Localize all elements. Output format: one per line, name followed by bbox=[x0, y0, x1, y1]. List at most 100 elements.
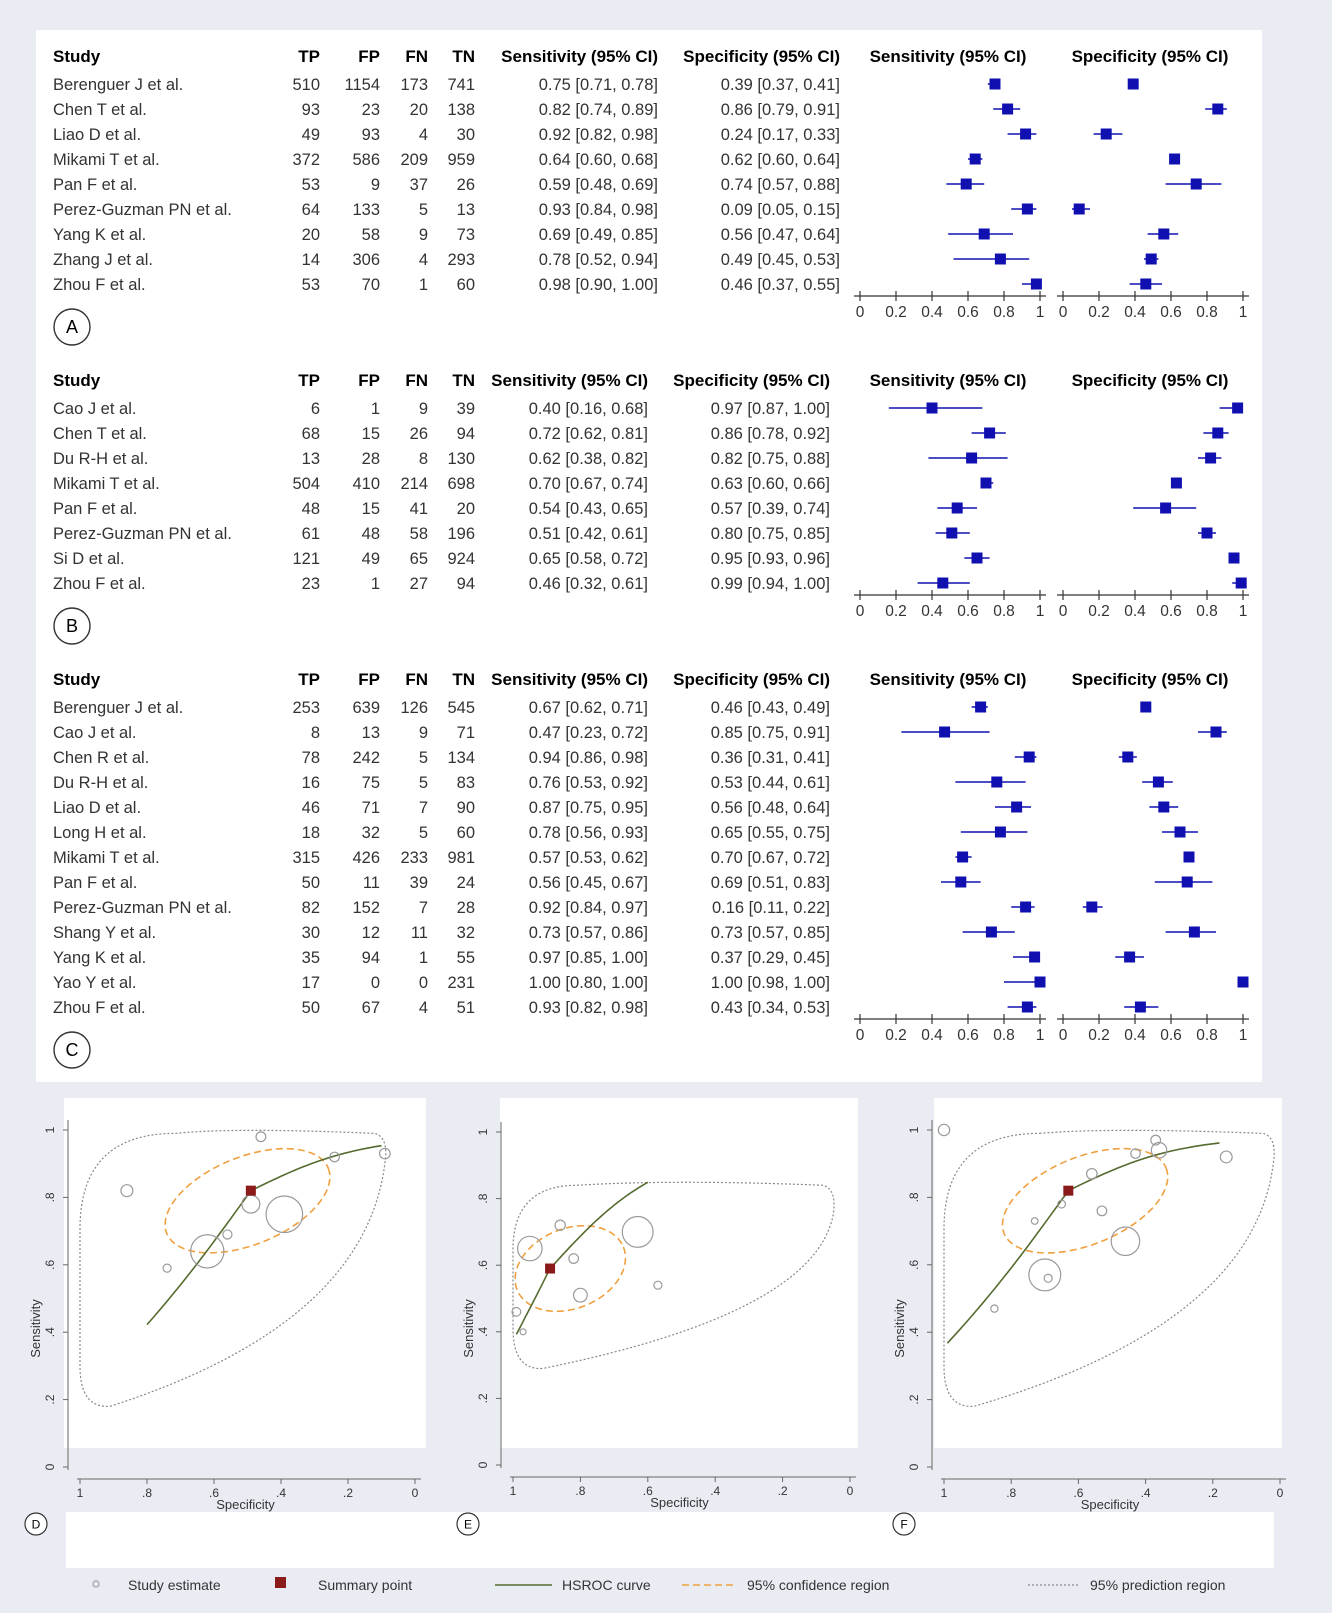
cell-tp: 18 bbox=[302, 824, 320, 842]
sens-point bbox=[926, 402, 938, 414]
cell-specificity: 0.97 [0.87, 1.00] bbox=[711, 400, 830, 418]
study-name: Perez-Guzman PN et al. bbox=[53, 525, 232, 543]
sens-axis-tick-label: 1 bbox=[1036, 1027, 1045, 1044]
spec-point bbox=[1188, 926, 1200, 938]
cell-tp: 121 bbox=[292, 550, 320, 568]
cell-fp: 11 bbox=[363, 874, 380, 892]
sens-axis-tick-label: 0.6 bbox=[957, 304, 979, 321]
spec-point bbox=[1169, 153, 1181, 165]
sroc-panel-f: 0 .2 .4 .6 .8 1 1 .8 .6 .4 .2 0 Specificity Sensitivi… bbox=[892, 1120, 1286, 1536]
cell-fn: 5 bbox=[419, 824, 428, 842]
confidence-region bbox=[164, 1147, 331, 1254]
sens-point bbox=[984, 427, 996, 439]
prediction-region bbox=[512, 1181, 835, 1370]
cell-sensitivity: 0.93 [0.84, 0.98] bbox=[539, 201, 658, 219]
sens-point bbox=[966, 452, 978, 464]
sens-point bbox=[980, 477, 992, 489]
cell-specificity: 1.00 [0.98, 1.00] bbox=[711, 974, 830, 992]
cell-specificity: 0.80 [0.75, 0.85] bbox=[711, 525, 830, 543]
spec-point bbox=[1124, 951, 1136, 963]
cell-specificity: 0.57 [0.39, 0.74] bbox=[711, 500, 830, 518]
cell-tp: 14 bbox=[302, 251, 320, 269]
y-axis-label: Sensitivity bbox=[461, 1299, 476, 1358]
x-axis-label: Specificity bbox=[216, 1497, 275, 1512]
y-tick-label: .8 bbox=[43, 1192, 57, 1202]
cell-tn: 545 bbox=[447, 699, 475, 717]
legend-summary-point-label: Summary point bbox=[318, 1577, 412, 1593]
cell-fn: 209 bbox=[400, 151, 428, 169]
sens-point bbox=[1002, 103, 1014, 115]
cell-tn: 196 bbox=[447, 525, 475, 543]
spec-point bbox=[1158, 801, 1170, 813]
sens-axis-tick-label: 0.8 bbox=[993, 1027, 1015, 1044]
cell-specificity: 0.62 [0.60, 0.64] bbox=[721, 151, 840, 169]
legend-card bbox=[66, 1512, 1274, 1568]
spec-point bbox=[1100, 128, 1112, 140]
cell-sensitivity: 0.69 [0.49, 0.85] bbox=[539, 226, 658, 244]
sens-axis-tick-label: 0.4 bbox=[921, 1027, 943, 1044]
x-tick-label: 0 bbox=[1277, 1486, 1284, 1500]
spec-axis-tick-label: 0.4 bbox=[1124, 1027, 1146, 1044]
cell-fp: 28 bbox=[362, 450, 380, 468]
x-tick-label: 1 bbox=[77, 1486, 84, 1500]
cell-sensitivity: 0.92 [0.84, 0.97] bbox=[529, 899, 648, 917]
spec-axis-tick-label: 0.6 bbox=[1160, 304, 1182, 321]
table-row: Zhou F et al. 50 67 4 51 0.93 [0.82, 0.98] 0.4… bbox=[53, 999, 1159, 1017]
header-study: Study bbox=[53, 670, 101, 689]
header-specificity-plot: Specificity (95% CI) bbox=[1072, 371, 1229, 390]
cell-fp: 13 bbox=[362, 724, 380, 742]
sens-axis-tick-label: 1 bbox=[1036, 603, 1045, 620]
sens-axis-tick-label: 0.4 bbox=[921, 603, 943, 620]
study-estimate bbox=[190, 1234, 225, 1269]
x-tick-label: .6 bbox=[1073, 1486, 1083, 1500]
sens-point bbox=[975, 701, 987, 713]
cell-sensitivity: 0.76 [0.53, 0.92] bbox=[529, 774, 648, 792]
cell-specificity: 0.74 [0.57, 0.88] bbox=[721, 176, 840, 194]
sens-point bbox=[1030, 278, 1042, 290]
study-name: Si D et al. bbox=[53, 550, 125, 568]
cell-tp: 61 bbox=[302, 525, 320, 543]
spec-point bbox=[1212, 103, 1224, 115]
header-tp: TP bbox=[298, 670, 320, 689]
study-estimate bbox=[572, 1287, 588, 1303]
cell-fp: 71 bbox=[362, 799, 380, 817]
cell-specificity: 0.46 [0.43, 0.49] bbox=[711, 699, 830, 717]
panel-label: E bbox=[464, 1518, 472, 1532]
cell-sensitivity: 0.67 [0.62, 0.71] bbox=[529, 699, 648, 717]
study-name: Berenguer J et al. bbox=[53, 76, 183, 94]
y-tick-label: 0 bbox=[907, 1463, 921, 1470]
study-name: Liao D et al. bbox=[53, 126, 141, 144]
cell-specificity: 0.37 [0.29, 0.45] bbox=[711, 949, 830, 967]
spec-axis-tick-label: 0.6 bbox=[1160, 603, 1182, 620]
cell-fn: 20 bbox=[410, 101, 428, 119]
sens-point bbox=[994, 253, 1006, 265]
cell-fn: 7 bbox=[419, 899, 428, 917]
legend-study-estimate-marker bbox=[92, 1580, 100, 1588]
cell-fn: 126 bbox=[400, 699, 428, 717]
cell-fp: 0 bbox=[371, 974, 380, 992]
spec-point bbox=[1145, 253, 1157, 265]
y-tick-label: 1 bbox=[476, 1128, 490, 1135]
y-tick-label: .4 bbox=[907, 1327, 921, 1337]
legend-confidence-label: 95% confidence region bbox=[747, 1577, 889, 1593]
cell-fn: 4 bbox=[419, 251, 428, 269]
header-tn: TN bbox=[452, 47, 475, 66]
study-estimate bbox=[1110, 1226, 1141, 1257]
y-tick-label: .2 bbox=[43, 1394, 57, 1404]
y-axis-label: Sensitivity bbox=[892, 1299, 907, 1358]
study-name: Chen T et al. bbox=[53, 425, 147, 443]
header-specificity: Specificity (95% CI) bbox=[683, 47, 840, 66]
cell-tp: 53 bbox=[302, 176, 320, 194]
x-tick-label: .8 bbox=[142, 1486, 152, 1500]
spec-axis-tick-label: 1 bbox=[1239, 603, 1248, 620]
table-row: Long H et al. 18 32 5 60 0.78 [0.56, 0.93] 0.6… bbox=[53, 824, 1198, 842]
table-row: Liao D et al. 46 71 7 90 0.87 [0.75, 0.95] 0.5… bbox=[53, 799, 1179, 817]
sens-axis-tick-label: 0.8 bbox=[993, 603, 1015, 620]
cell-fn: 5 bbox=[419, 774, 428, 792]
cell-specificity: 0.16 [0.11, 0.22] bbox=[712, 899, 830, 917]
cell-sensitivity: 0.64 [0.60, 0.68] bbox=[539, 151, 658, 169]
table-row: Pan F et al. 50 11 39 24 0.56 [0.45, 0.67] 0.6… bbox=[53, 874, 1213, 892]
hsroc-curve bbox=[146, 1144, 382, 1326]
cell-fp: 48 bbox=[362, 525, 380, 543]
